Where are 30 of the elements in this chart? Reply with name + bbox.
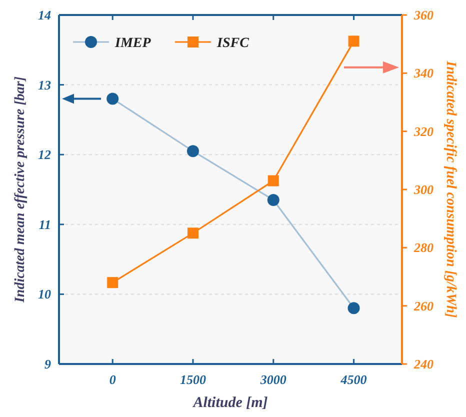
y-axis-title: Indicated mean effective pressure [bar] [13,76,28,304]
point [186,145,199,158]
point [107,277,118,288]
point [187,228,198,239]
x-tick-label: 0 [109,372,116,387]
y2-tick-label: 340 [413,66,434,81]
legend-label: ISFC [216,36,250,51]
y2-tick-label: 240 [413,356,434,372]
x-tick-label: 4500 [340,372,368,387]
y2-tick-label: 320 [413,124,434,139]
y-tick-label: 11 [38,216,51,232]
y-tick-label: 9 [44,356,52,372]
legend-label: IMEP [114,36,152,51]
y2-tick-label: 300 [413,182,434,197]
y2-axis-title: Indicated specific fuel consumption [g/kWh] [443,60,458,318]
y2-tick-label: 360 [413,8,434,22]
y-tick-label: 14 [38,8,52,22]
x-tick-label: 3000 [259,372,287,387]
point [106,92,119,105]
y-tick-label: 10 [38,286,52,302]
y-tick-label: 13 [38,77,52,92]
point [267,194,280,206]
y2-tick-label: 280 [413,240,434,256]
point [268,175,279,186]
x-tick-label: 1500 [180,372,206,387]
point [348,302,360,314]
point [348,36,360,47]
y-tick-label: 12 [38,147,52,162]
x-axis-title: Altitude [m] [192,395,268,411]
y2-tick-label: 260 [413,298,434,314]
